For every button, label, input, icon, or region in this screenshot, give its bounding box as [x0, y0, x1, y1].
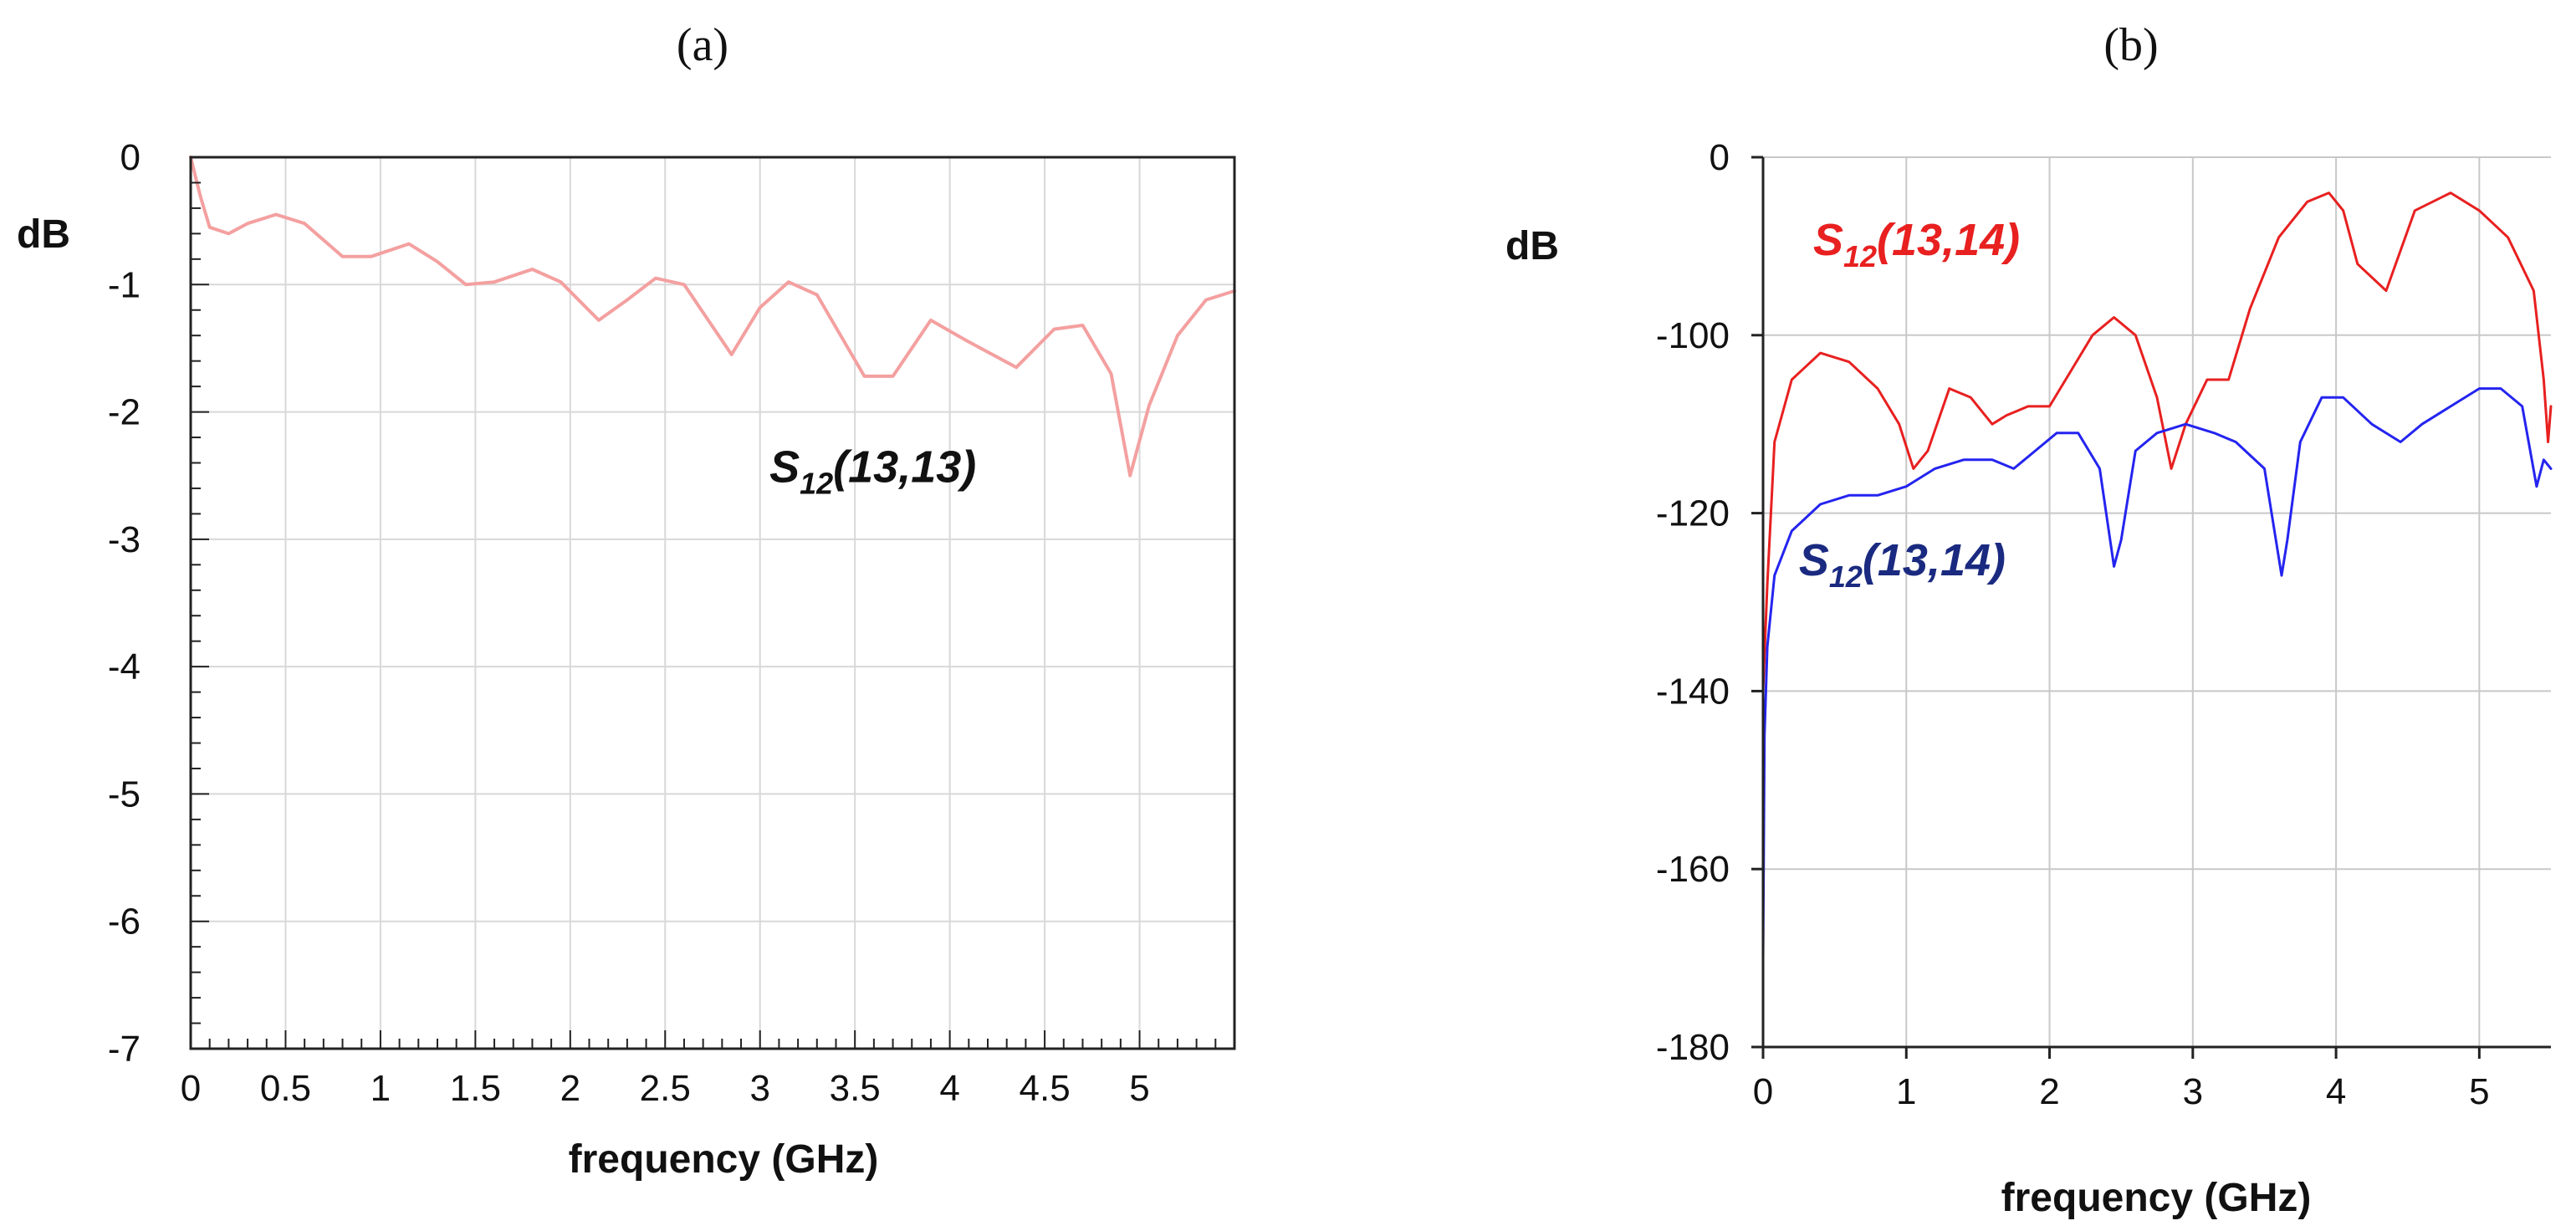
- x-tick-label: 3.5: [830, 1068, 881, 1109]
- x-tick-label: 2.5: [640, 1068, 691, 1109]
- series-line-1: [1761, 387, 2553, 960]
- y-tick-label: -160: [1656, 849, 1730, 890]
- panel-b-label: (b): [2103, 19, 2158, 71]
- y-tick-label: -6: [108, 902, 141, 942]
- panel-b-gridlines: [1763, 156, 2551, 1047]
- panel-b-x-tick-labels: 0 1 2 3 4 5: [1753, 1047, 2490, 1112]
- y-tick-label: -4: [108, 646, 141, 687]
- y-tick-label: 0: [120, 137, 141, 178]
- panel-b-y-tick-labels: 0 -100 -120 -140 -160 -180: [1656, 137, 1763, 1068]
- series-line-0: [1761, 192, 2553, 692]
- y-tick-label: -100: [1656, 315, 1730, 356]
- panel-b-x-axis-title: frequency (GHz): [2001, 1176, 2312, 1220]
- x-tick-label: 5: [2469, 1071, 2489, 1112]
- y-tick-label: -140: [1656, 671, 1730, 712]
- series-annotation-0: S12(13,13): [769, 442, 976, 500]
- panel-a-y-axis-title: dB: [17, 212, 70, 257]
- y-tick-label: 0: [1710, 137, 1730, 178]
- x-tick-label: 1: [1896, 1071, 1916, 1112]
- panel-a-series: [189, 156, 1236, 478]
- x-tick-label: 3: [2183, 1071, 2203, 1112]
- y-tick-label: -2: [108, 392, 141, 433]
- panel-a-x-tick-labels: 0 0.5 1 1.5 2 2.5 3 3.5 4 4.5 5: [181, 1068, 1150, 1109]
- x-tick-label: 4: [2326, 1071, 2346, 1112]
- y-tick-label: -120: [1656, 493, 1730, 534]
- x-tick-label: 0: [181, 1068, 201, 1109]
- x-tick-label: 1: [371, 1068, 391, 1109]
- panel-a-minor-ticks: [190, 156, 1235, 1050]
- series-annotation-0: S12(13,14): [1813, 215, 2020, 273]
- chart-panel-b: (b) 0 -100 -120 -140 -160 -180 0 1 2 3 4 5 dB freq…: [1505, 19, 2553, 1220]
- panel-a-x-axis-title: frequency (GHz): [569, 1137, 879, 1182]
- x-tick-label: 2: [2039, 1071, 2059, 1112]
- panel-a-y-tick-labels: 0 -1 -2 -3 -4 -5 -6 -7: [108, 137, 141, 1070]
- x-tick-label: 4.5: [1020, 1068, 1071, 1109]
- chart-panel-a: (a) 0 -1 -2 -3 -4 -5 -6 -7 0 0.5 1 1.5 2 2.5 3 3.5 4 4.5…: [17, 19, 1236, 1182]
- x-tick-label: 5: [1129, 1068, 1149, 1109]
- y-tick-label: -5: [108, 774, 141, 815]
- y-tick-label: -1: [108, 264, 141, 305]
- y-tick-label: -7: [108, 1029, 141, 1070]
- panel-a-gridlines: [191, 156, 1234, 1049]
- x-tick-label: 0.5: [260, 1068, 311, 1109]
- panel-a-plot-frame: [189, 156, 1236, 1050]
- x-tick-label: 0: [1753, 1071, 1773, 1112]
- x-tick-label: 3: [749, 1068, 769, 1109]
- x-tick-label: 2: [560, 1068, 580, 1109]
- panel-b-y-axis-title: dB: [1505, 224, 1559, 268]
- series-line-0: [189, 156, 1236, 478]
- panel-a-label: (a): [677, 19, 728, 71]
- series-annotation-1: S12(13,14): [1799, 535, 2006, 594]
- y-tick-label: -180: [1656, 1027, 1730, 1068]
- x-tick-label: 1.5: [450, 1068, 501, 1109]
- panel-b-annotations: S12(13,14) S12(13,14): [1799, 215, 2020, 594]
- y-tick-label: -3: [108, 519, 141, 560]
- panel-b-series: [1761, 192, 2553, 960]
- panel-a-annotations: S12(13,13): [769, 442, 976, 500]
- x-tick-label: 4: [939, 1068, 959, 1109]
